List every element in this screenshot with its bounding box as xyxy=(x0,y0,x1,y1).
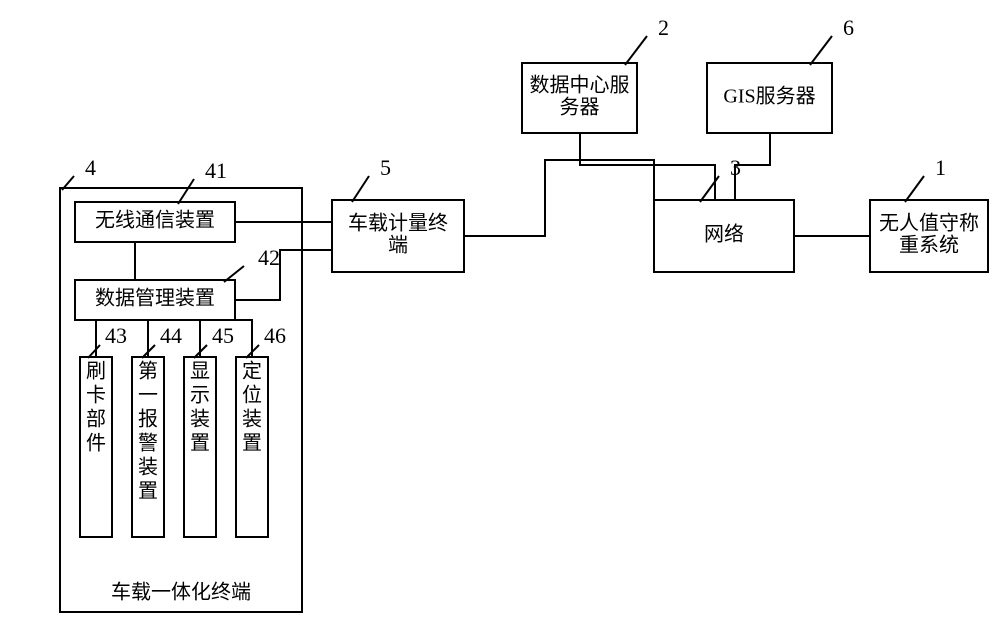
box-unmanned-text: 无人值守称 xyxy=(879,212,979,235)
box-sub46-char: 装 xyxy=(242,408,262,431)
box-vehicle_meter-text: 端 xyxy=(388,234,408,257)
box-sub43-char: 卡 xyxy=(86,384,106,407)
outer-caption: 车载一体化终端 xyxy=(111,581,251,604)
label-num-data_center: 2 xyxy=(658,15,669,40)
box-data_center-text: 数据中心服 xyxy=(530,74,630,97)
label-num-sub46: 46 xyxy=(264,323,286,348)
box-gis-text: GIS服务器 xyxy=(723,85,815,108)
conn-data_center-network xyxy=(580,133,715,200)
label-line-vehicle_meter xyxy=(352,176,369,202)
box-sub46-char: 置 xyxy=(242,433,262,455)
label-num-gis: 6 xyxy=(843,15,854,40)
label-num-sub45: 45 xyxy=(212,323,234,348)
label-num-vehicle_meter: 5 xyxy=(380,155,391,180)
box-sub43-char: 件 xyxy=(86,432,106,455)
box-sub45-char: 置 xyxy=(190,433,210,455)
box-sub44-char: 报 xyxy=(138,408,158,431)
label-num-outer: 4 xyxy=(85,155,96,180)
box-unmanned-text: 重系统 xyxy=(899,234,959,257)
label-num-unmanned: 1 xyxy=(935,155,946,180)
label-line-data_center xyxy=(625,36,647,65)
box-sub45-char: 示 xyxy=(190,385,210,407)
box-network-text: 网络 xyxy=(704,223,744,246)
box-sub44-char: 装 xyxy=(138,456,158,479)
box-sub44-char: 一 xyxy=(138,385,158,407)
box-sub46-char: 位 xyxy=(242,384,262,407)
label-line-unmanned xyxy=(905,176,924,202)
label-line-gis xyxy=(810,36,832,65)
box-sub45-char: 装 xyxy=(190,408,210,431)
box-vehicle_meter-text: 车载计量终 xyxy=(348,212,448,235)
box-sub44-char: 警 xyxy=(138,432,158,455)
label-num-data_mgmt: 42 xyxy=(258,245,280,270)
label-num-network: 3 xyxy=(730,155,741,180)
box-sub45-char: 显 xyxy=(190,361,210,383)
box-wireless-text: 无线通信装置 xyxy=(95,209,215,232)
label-line-network xyxy=(700,176,719,202)
diagram-canvas: 车载一体化终端 数据中心服务器 GIS服务器无线通信装置 车载计量终端 网络 无人值守称重… xyxy=(0,0,1000,643)
label-num-sub44: 44 xyxy=(160,323,182,348)
label-num-wireless: 41 xyxy=(205,158,227,183)
box-sub43-char: 刷 xyxy=(86,360,106,383)
box-sub46-char: 定 xyxy=(242,360,262,383)
box-data_mgmt-text: 数据管理装置 xyxy=(95,287,215,310)
box-sub43-char: 部 xyxy=(86,408,106,431)
conn-vehicle_meter-network xyxy=(464,160,654,236)
box-data_center-text: 务器 xyxy=(560,96,600,119)
box-sub44-char: 第 xyxy=(138,360,158,383)
box-sub44-char: 置 xyxy=(138,481,158,503)
label-num-sub43: 43 xyxy=(105,323,127,348)
